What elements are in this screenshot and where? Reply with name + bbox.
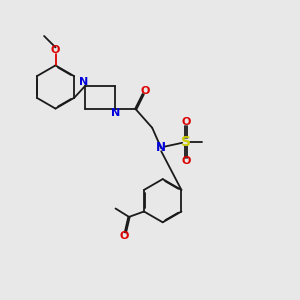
- Text: O: O: [51, 45, 60, 56]
- Text: S: S: [181, 135, 191, 148]
- Text: N: N: [80, 77, 89, 87]
- Text: O: O: [119, 231, 129, 242]
- Text: N: N: [156, 141, 166, 154]
- Text: N: N: [111, 108, 120, 118]
- Text: O: O: [181, 156, 190, 166]
- Text: O: O: [181, 117, 190, 127]
- Text: O: O: [140, 85, 150, 96]
